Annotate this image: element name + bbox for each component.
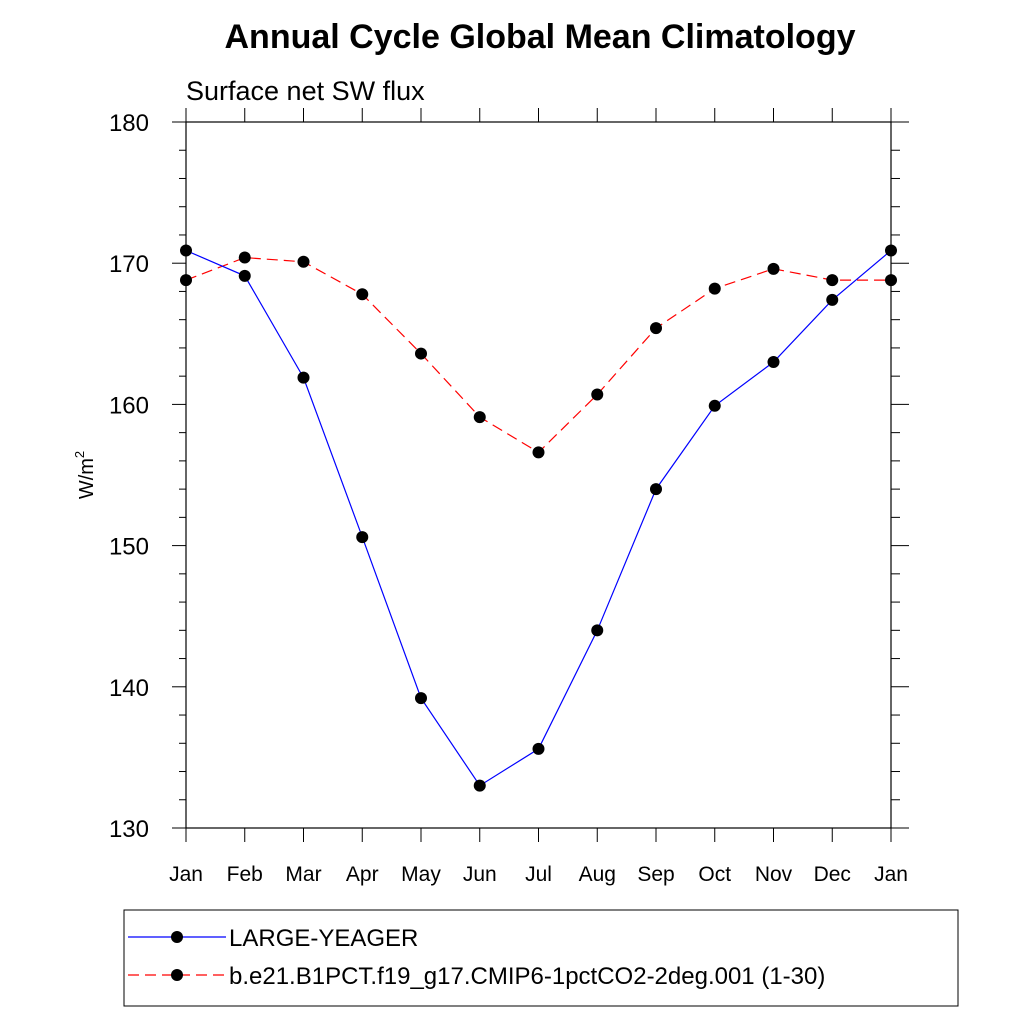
y-tick-label: 150 bbox=[109, 534, 149, 561]
series-1-point bbox=[473, 411, 486, 424]
svg-text:W/m2: W/m2 bbox=[72, 451, 98, 499]
x-axis-tick-labels: Jan Feb Mar Apr May Jun Jul Aug Sep Oct Nov Dec Jan bbox=[169, 863, 908, 886]
series-0-point bbox=[650, 483, 662, 496]
y-axis-tick-labels: 130 140 150 160 170 180 bbox=[109, 110, 149, 843]
x-tick-label: Jul bbox=[525, 863, 552, 886]
y-tick-label: 140 bbox=[109, 675, 149, 702]
axis-ticks bbox=[172, 108, 909, 842]
series-0-point bbox=[767, 356, 780, 369]
series-line-1 bbox=[185, 256, 891, 454]
x-tick-label: Feb bbox=[227, 863, 263, 886]
series-0-point bbox=[415, 692, 427, 705]
x-tick-label: Jan bbox=[169, 863, 203, 886]
series-1-point bbox=[415, 347, 427, 360]
x-tick-label: Apr bbox=[346, 863, 379, 886]
series-1-point bbox=[591, 388, 604, 401]
series-1-point bbox=[356, 288, 369, 301]
series-0-point bbox=[708, 399, 721, 412]
series-1-point bbox=[650, 322, 662, 335]
y-axis-label-superscript: 2 bbox=[72, 451, 87, 458]
legend-marker-large-yeager bbox=[171, 931, 183, 943]
series-1-point bbox=[767, 262, 780, 275]
legend-box bbox=[123, 909, 959, 1007]
plot-frame bbox=[185, 121, 892, 829]
x-tick-label: Oct bbox=[698, 863, 731, 886]
x-tick-label: May bbox=[401, 863, 441, 886]
series-1-point bbox=[297, 255, 310, 268]
series-0-point bbox=[532, 742, 545, 755]
x-tick-label: Dec bbox=[814, 863, 851, 886]
series-1-point bbox=[532, 446, 545, 459]
legend: LARGE-YEAGER b.e21.B1PCT.f19_g17.CMIP6-1… bbox=[123, 909, 959, 1007]
series-1-point bbox=[180, 274, 192, 287]
y-tick-label: 130 bbox=[109, 816, 149, 843]
y-tick-label: 160 bbox=[109, 392, 149, 419]
series-1-point bbox=[238, 251, 251, 264]
x-tick-label: Aug bbox=[579, 863, 616, 886]
series-0-point bbox=[473, 779, 486, 792]
series-layer bbox=[180, 244, 897, 792]
series-1-point bbox=[708, 282, 721, 295]
x-tick-label: Jun bbox=[463, 863, 497, 886]
x-tick-label: Nov bbox=[755, 863, 793, 886]
legend-marker-1pctco2 bbox=[171, 969, 183, 981]
series-1-point bbox=[826, 274, 839, 287]
legend-label-large-yeager: LARGE-YEAGER bbox=[229, 925, 418, 952]
x-tick-label: Mar bbox=[285, 863, 321, 886]
y-axis-label: W/m2 bbox=[72, 451, 98, 499]
series-0-point bbox=[297, 371, 310, 384]
series-0-point bbox=[356, 531, 369, 544]
chart-subtitle: Surface net SW flux bbox=[186, 76, 425, 106]
x-tick-label: Jan bbox=[874, 863, 908, 886]
y-axis-label-text: W/m bbox=[76, 458, 98, 499]
chart-title: Annual Cycle Global Mean Climatology bbox=[225, 18, 856, 56]
series-0-point bbox=[180, 244, 192, 257]
legend-label-1pctco2: b.e21.B1PCT.f19_g17.CMIP6-1pctCO2-2deg.0… bbox=[229, 963, 825, 990]
y-tick-label: 170 bbox=[109, 251, 149, 278]
series-line-0 bbox=[185, 249, 892, 787]
series-0-point bbox=[591, 624, 604, 637]
y-tick-label: 180 bbox=[109, 110, 149, 137]
series-0-point bbox=[826, 293, 839, 306]
series-0-point bbox=[238, 269, 251, 282]
x-tick-label: Sep bbox=[637, 863, 674, 886]
series-1-point bbox=[885, 274, 897, 287]
series-0-point bbox=[885, 244, 897, 257]
